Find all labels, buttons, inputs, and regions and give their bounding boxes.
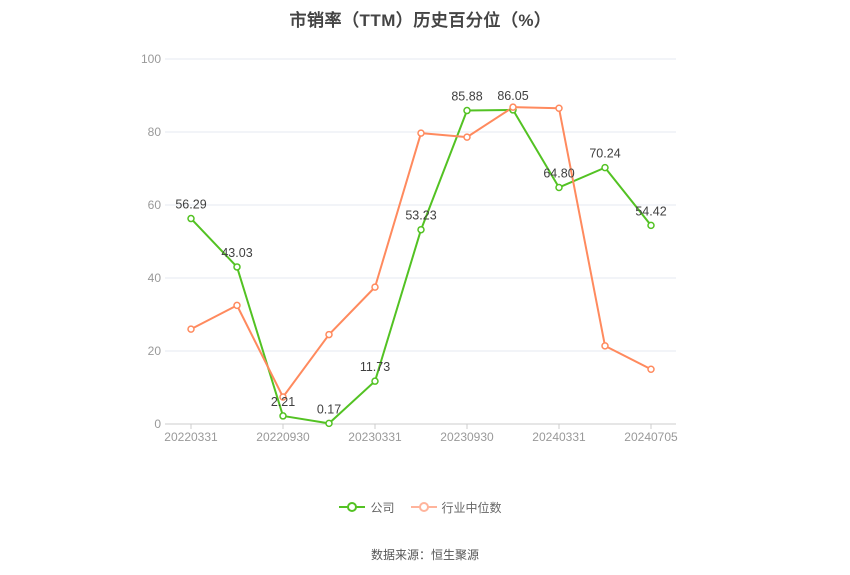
point-value-label: 86.05 — [497, 89, 528, 103]
y-axis-label: 100 — [141, 52, 161, 66]
company-point-marker — [463, 106, 471, 115]
company-point-marker — [279, 412, 287, 420]
legend-label: 公司 — [370, 500, 395, 515]
company-point-marker — [371, 377, 379, 385]
x-axis-label: 20230331 — [348, 430, 402, 444]
legend-label: 行业中位数 — [441, 500, 502, 515]
x-axis-label: 20230930 — [440, 430, 494, 444]
point-value-label: 43.03 — [221, 246, 252, 260]
x-axis-label: 20240705 — [624, 430, 678, 444]
chart-title: 市销率（TTM）历史百分位（%） — [289, 11, 552, 30]
point-value-label: 54.42 — [635, 204, 666, 218]
x-axis-label: 20220930 — [256, 430, 310, 444]
industry-point-marker — [371, 283, 379, 291]
point-value-label: 64.80 — [543, 166, 574, 180]
industry-legend-marker-icon — [410, 502, 437, 512]
industry-point-marker — [601, 342, 609, 350]
y-axis-label: 0 — [154, 417, 161, 431]
point-value-label: 53.23 — [405, 209, 436, 223]
industry-point-marker — [463, 133, 471, 141]
company-point-marker — [417, 225, 425, 234]
industry-point-marker — [555, 104, 563, 113]
y-axis-label: 40 — [148, 271, 162, 285]
industry-point-marker — [647, 365, 655, 373]
y-axis-label: 20 — [148, 344, 162, 358]
company-line — [190, 108, 652, 425]
industry-point-marker — [509, 103, 517, 111]
industry-point-marker — [417, 129, 425, 137]
company-legend-marker-icon — [339, 502, 366, 512]
company-point-marker — [325, 419, 333, 428]
industry-point-marker — [233, 301, 241, 310]
line-chart-plot-area: 0 20 40 60 80 100 20220331 20220930 20230331 2023… — [141, 52, 678, 444]
point-value-label: 2.21 — [271, 395, 295, 409]
point-value-label: 70.24 — [589, 147, 620, 161]
industry-point-marker — [279, 393, 287, 401]
legend-item-company[interactable]: 公司 — [339, 499, 395, 516]
company-point-marker — [187, 214, 195, 223]
point-value-label: 56.29 — [175, 198, 206, 212]
point-value-label: 85.88 — [451, 90, 482, 104]
y-axis-label: 80 — [148, 125, 162, 139]
industry-line — [190, 106, 652, 398]
industry-point-marker — [187, 325, 195, 333]
point-value-label: 0.17 — [317, 402, 341, 416]
legend-item-industry[interactable]: 行业中位数 — [410, 499, 502, 516]
industry-point-marker — [325, 330, 333, 339]
x-axis-label: 20220331 — [164, 430, 218, 444]
legend: 公司 行业中位数 — [0, 497, 841, 517]
company-point-marker — [555, 183, 563, 192]
company-point-marker — [233, 263, 241, 271]
point-value-label: 11.73 — [360, 360, 390, 374]
company-point-marker — [601, 163, 609, 172]
y-axis-label: 60 — [148, 198, 162, 212]
data-source-note: 数据来源：恒生聚源 — [370, 548, 479, 562]
company-point-marker — [647, 221, 655, 230]
x-axis-label: 20240331 — [532, 430, 586, 444]
